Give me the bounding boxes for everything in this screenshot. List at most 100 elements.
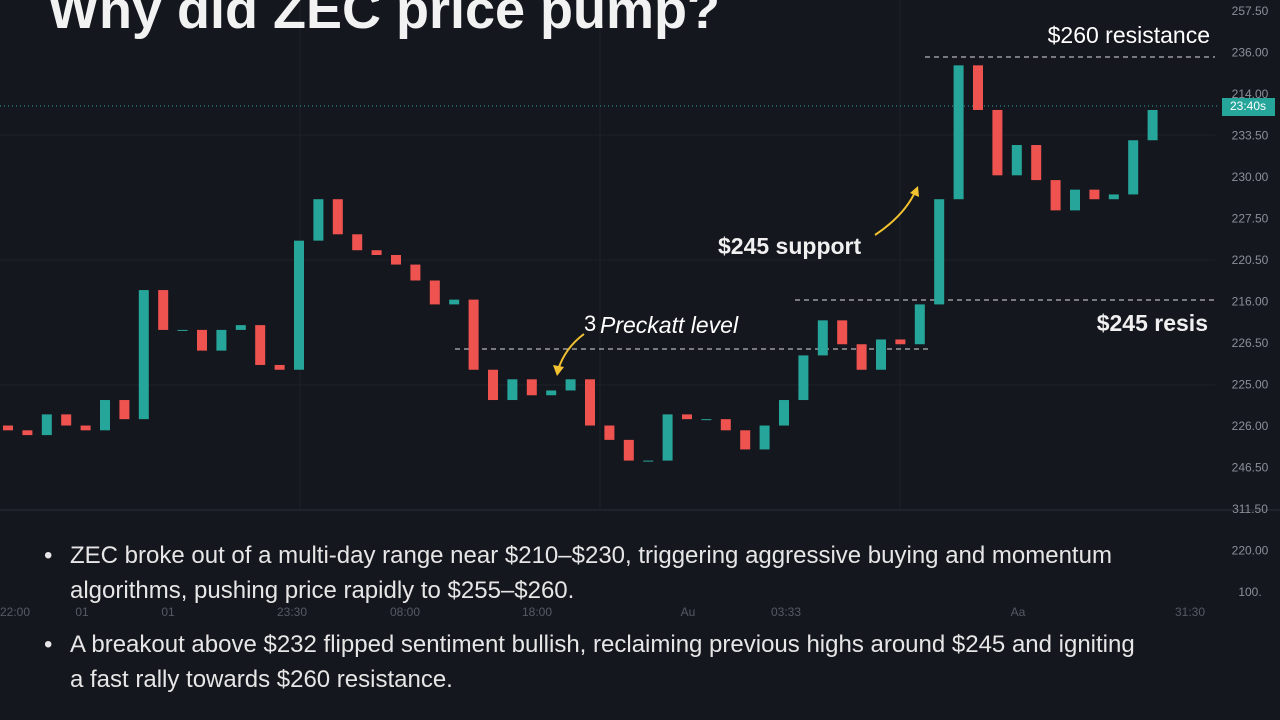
candle-body <box>1050 180 1061 211</box>
time-label: 31:30 <box>1175 605 1205 619</box>
annotation: 3 <box>584 311 596 336</box>
time-axis: 22:00 01 01 23:30 08:00 18:00 Au 03:33 Aa 31:30 <box>0 605 1205 619</box>
axis-label: 230.00 <box>1232 170 1269 184</box>
title: Why did ZEC price pump? <box>48 0 720 40</box>
candle-body <box>720 419 731 431</box>
arrow <box>557 333 585 371</box>
bullet-text: ZEC broke out of a multi-day range near … <box>70 542 1112 604</box>
candle-body <box>1011 145 1022 176</box>
candle-body <box>895 339 906 345</box>
price-tag-bg <box>1222 98 1275 116</box>
candle-body <box>119 400 130 420</box>
candle-body <box>468 299 479 370</box>
price-tag: 23:40s <box>1230 99 1266 113</box>
candle-body <box>410 264 421 281</box>
candle-body <box>1089 189 1100 200</box>
time-label: 18:00 <box>522 605 552 619</box>
bullet: • ZEC broke out of a multi-day range near… <box>44 538 1154 608</box>
candle-body <box>22 430 33 436</box>
candle-body <box>429 280 440 305</box>
time-label: 08:00 <box>390 605 420 619</box>
candle-body <box>391 255 401 265</box>
candle-body <box>332 199 343 235</box>
time-label: Aa <box>1011 605 1026 619</box>
candle-body <box>992 109 1003 176</box>
candle-body <box>546 390 557 396</box>
candle-body <box>759 425 770 450</box>
axis-label: 226.00 <box>1232 419 1269 433</box>
candle-body <box>507 379 518 401</box>
candle-body <box>1070 189 1080 211</box>
axis-label: 225.00 <box>1232 378 1269 392</box>
annotation: $245 resis <box>1097 310 1208 336</box>
candle-body <box>158 290 169 330</box>
axis-label: 216.00 <box>1232 295 1269 309</box>
candle-body <box>837 320 848 345</box>
time-label: 23:30 <box>277 605 307 619</box>
candle-body <box>371 250 382 255</box>
candle-body <box>3 425 13 431</box>
candle-body <box>1108 194 1119 200</box>
candle-body <box>352 234 363 251</box>
candle-body <box>61 414 72 426</box>
arrow-head <box>910 186 919 197</box>
arrow-head <box>553 365 564 376</box>
candle-body <box>235 325 246 330</box>
candle-body <box>1128 140 1139 195</box>
candle-body <box>798 355 809 401</box>
candle-body <box>682 414 692 420</box>
grid <box>0 0 1215 510</box>
candle-body <box>449 299 460 305</box>
candle-body <box>643 460 654 462</box>
axis-label: 236.00 <box>1232 46 1269 60</box>
candle-body <box>274 364 285 370</box>
candle-body <box>80 425 91 431</box>
axis-label: 257.50 <box>1232 4 1269 18</box>
axis-label: 227.50 <box>1232 212 1269 226</box>
candle-body <box>526 379 537 396</box>
candle-body <box>216 329 227 351</box>
candle-body <box>623 439 634 461</box>
candle-body <box>313 199 324 241</box>
axis-label: 246.50 <box>1232 461 1269 475</box>
time-label: 01 <box>75 605 89 619</box>
candle-body <box>1147 109 1158 141</box>
candle-body <box>138 290 149 420</box>
annotation: $260 resistance <box>1048 22 1210 48</box>
candles <box>3 65 1158 462</box>
candle-body <box>1031 145 1042 181</box>
axis-label: 100. <box>1238 585 1261 599</box>
candle-body <box>740 430 751 450</box>
arrow <box>874 189 917 236</box>
candle-body <box>197 329 207 351</box>
candle-body <box>973 65 983 110</box>
annotation: $245 support <box>718 233 861 259</box>
candle-body <box>934 199 945 305</box>
candle-body <box>585 379 595 426</box>
candle-body <box>100 400 110 431</box>
candle-body <box>662 414 673 461</box>
candle-body <box>953 65 964 200</box>
axis-label: 226.50 <box>1232 336 1269 350</box>
annotation: Preckatt level <box>600 312 739 338</box>
axis-label: 220.50 <box>1232 253 1269 267</box>
candle-body <box>41 414 52 436</box>
candle-body <box>701 419 712 421</box>
candle-body <box>779 400 789 426</box>
candle-body <box>817 320 828 356</box>
candle-body <box>856 344 867 370</box>
candle-body <box>488 369 498 401</box>
axis-label: 311.50 <box>1232 502 1268 516</box>
candle-body <box>604 425 615 440</box>
candle-body <box>876 339 886 370</box>
time-label: Au <box>681 605 696 619</box>
time-label: 01 <box>161 605 175 619</box>
axis-label: 220.00 <box>1232 544 1269 558</box>
time-label: 03:33 <box>771 605 801 619</box>
candle-body <box>914 304 925 345</box>
candle-body <box>294 240 304 370</box>
axis-label: 233.50 <box>1232 129 1269 143</box>
candle-body <box>255 325 266 365</box>
